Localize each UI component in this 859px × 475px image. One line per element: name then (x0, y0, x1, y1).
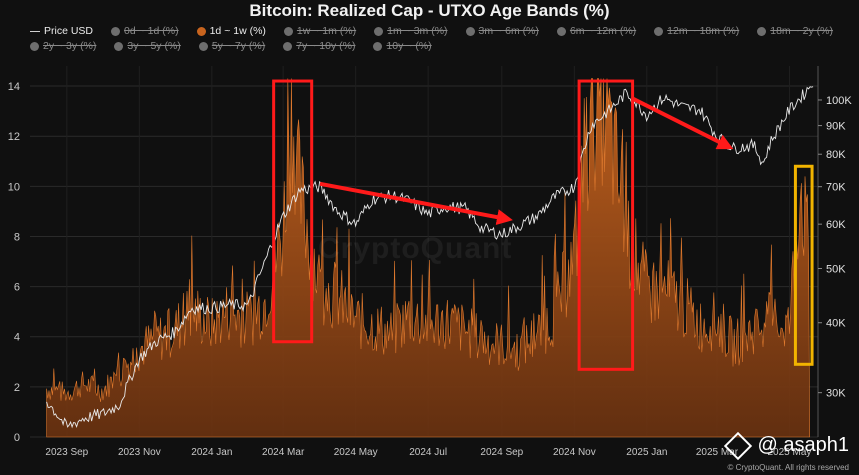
legend-item-3[interactable]: 1w ~ 1m (%) (283, 24, 357, 39)
legend-label: 10y ~ (%) (386, 40, 432, 52)
legend-label: 6m ~ 12m (%) (569, 25, 637, 37)
x-tick-label: 2025 Mar (696, 447, 739, 458)
author-handle: @ asaph1 (723, 431, 849, 460)
legend-dot-icon (198, 42, 208, 51)
legend-item-8[interactable]: 18m ~ 2y (%) (757, 24, 833, 39)
legend-item-0[interactable]: Price USD (30, 24, 93, 39)
x-tick-label: 2024 Jul (409, 447, 447, 458)
legend-item-7[interactable]: 12m ~ 18m (%) (654, 24, 739, 39)
annotation-box-0 (272, 79, 314, 344)
x-tick-label: 2024 Sep (480, 447, 523, 458)
legend-item-2[interactable]: 1d ~ 1w (%) (196, 24, 266, 39)
y-left-tick-label: 4 (14, 332, 20, 344)
watermark: CryptoQuant (318, 232, 513, 265)
legend-item-9[interactable]: 2y ~ 3y (%) (30, 39, 96, 54)
y-left-tick-label: 0 (14, 432, 20, 444)
legend-item-4[interactable]: 1m ~ 3m (%) (374, 24, 448, 39)
x-tick-label: 2023 Sep (45, 447, 88, 458)
legend-dot-icon (283, 42, 293, 51)
x-tick-label: 2024 Mar (262, 447, 305, 458)
legend-dot-icon (283, 27, 293, 36)
y-left-tick-label: 12 (8, 131, 20, 143)
y-right-tick-label: 40K (826, 318, 846, 330)
legend-item-13[interactable]: 10y ~ (%) (373, 39, 432, 54)
y-left-tick-label: 14 (8, 81, 20, 93)
legend-label: 1w ~ 1m (%) (296, 25, 357, 37)
annotation-box-2 (793, 164, 814, 366)
legend-label: 18m ~ 2y (%) (770, 25, 833, 37)
chart-legend: Price USD 0d ~ 1d (%) 1d ~ 1w (%) 1w ~ 1m (… (30, 24, 840, 54)
legend-dot-icon (196, 27, 206, 36)
y-left-tick-label: 6 (14, 282, 20, 294)
y-left-tick-label: 10 (8, 181, 20, 193)
legend-item-6[interactable]: 6m ~ 12m (%) (556, 24, 637, 39)
y-right-tick-label: 100K (826, 95, 852, 107)
y-right-tick-label: 70K (826, 182, 846, 194)
x-tick-label: 2024 Jan (191, 447, 232, 458)
legend-label: 0d ~ 1d (%) (124, 25, 179, 37)
legend-label: 2y ~ 3y (%) (43, 40, 97, 52)
legend-label: 5y ~ 7y (%) (211, 40, 266, 52)
legend-dot-icon (374, 27, 384, 36)
legend-item-11[interactable]: 5y ~ 7y (%) (198, 39, 266, 54)
legend-label: 1m ~ 3m (%) (387, 25, 448, 37)
price-usd-line (46, 86, 814, 429)
legend-dot-icon (111, 27, 121, 36)
legend-dot-icon (114, 42, 124, 51)
legend-label: 1d ~ 1w (%) (209, 25, 266, 37)
legend-dot-icon (556, 27, 566, 36)
legend-item-1[interactable]: 0d ~ 1d (%) (111, 24, 179, 39)
x-tick-label: 2024 May (334, 447, 378, 458)
y-right-tick-label: 60K (826, 219, 846, 231)
x-tick-label: 2023 Nov (118, 447, 161, 458)
chart-title: Bitcoin: Realized Cap - UTXO Age Bands (… (249, 1, 610, 20)
handle-text: @ asaph1 (757, 434, 849, 456)
legend-dot-icon (465, 27, 475, 36)
legend-dot-icon (30, 42, 39, 51)
y-right-tick-label: 90K (826, 121, 846, 133)
y-left-tick-label: 2 (14, 382, 20, 394)
legend-item-10[interactable]: 3y ~ 5y (%) (114, 39, 181, 54)
y-right-tick-label: 80K (826, 149, 846, 161)
diamond-logo-icon (723, 431, 752, 460)
annotation-arrow-4 (631, 96, 734, 150)
y-right-tick-label: 30K (826, 388, 846, 400)
legend-dot-icon (654, 27, 664, 36)
x-tick-label: 2025 May (768, 447, 812, 458)
legend-label: 3y ~ 5y (%) (127, 40, 181, 52)
copyright-credit: © CryptoQuant. All rights reserved (727, 463, 850, 472)
legend-label: 3m ~ 6m (%) (478, 25, 539, 37)
legend-item-5[interactable]: 3m ~ 6m (%) (465, 24, 539, 39)
area-series-1d-1w (46, 78, 810, 438)
annotation-arrow-3 (319, 181, 513, 225)
legend-dot-icon (757, 27, 767, 36)
x-tick-label: 2024 Nov (553, 447, 596, 458)
y-left-tick-label: 8 (14, 231, 20, 243)
legend-dot-icon (373, 42, 383, 51)
annotation-box-1 (577, 79, 635, 371)
legend-label: 12m ~ 18m (%) (667, 25, 740, 37)
legend-line-icon (30, 31, 40, 32)
legend-item-12[interactable]: 7y ~ 10y (%) (283, 39, 355, 54)
legend-label: Price USD (44, 25, 94, 37)
y-right-tick-label: 50K (826, 263, 846, 275)
legend-label: 7y ~ 10y (%) (296, 40, 356, 52)
x-tick-label: 2025 Jan (626, 447, 667, 458)
